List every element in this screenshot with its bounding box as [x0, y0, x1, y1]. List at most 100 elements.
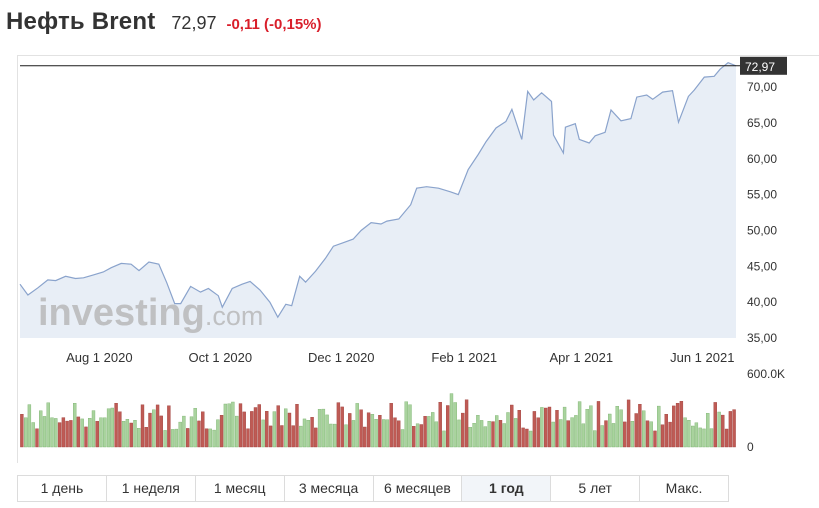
- volume-bar: [589, 405, 593, 448]
- volume-bar: [664, 414, 668, 448]
- volume-bar: [121, 421, 126, 448]
- volume-bar: [114, 403, 118, 448]
- volume-bar: [574, 415, 578, 448]
- volume-bar: [351, 420, 356, 448]
- volume-bar: [479, 420, 484, 448]
- volume-bar: [299, 425, 303, 448]
- volume-bar: [513, 418, 518, 448]
- volume-bar: [231, 401, 235, 448]
- volume-bar: [472, 423, 476, 448]
- volume-bar: [431, 412, 435, 448]
- volume-bar: [103, 417, 107, 448]
- volume-bar: [698, 427, 702, 448]
- volume-bar: [419, 424, 424, 448]
- volume-bar: [159, 415, 163, 448]
- volume-bar: [178, 421, 182, 448]
- volume-bar: [638, 404, 642, 448]
- y-tick-label: 60,00: [747, 152, 777, 166]
- volume-bar: [57, 422, 62, 448]
- volume-bar: [382, 419, 386, 448]
- volume-bar: [706, 413, 710, 448]
- volume-bar: [129, 422, 133, 448]
- last-price-label: 72,97: [745, 60, 775, 74]
- volume-bar: [148, 412, 152, 448]
- volume-bar: [359, 409, 363, 448]
- volume-bar: [521, 427, 525, 448]
- volume-bar: [555, 410, 559, 448]
- volume-bar: [657, 405, 661, 448]
- volume-bar: [234, 415, 239, 448]
- y-tick-label: 50,00: [747, 223, 777, 237]
- volume-bar: [291, 425, 295, 448]
- volume-bar: [728, 411, 733, 448]
- volume-bar: [691, 425, 695, 448]
- volume-bar: [287, 412, 292, 448]
- volume-bar: [423, 416, 427, 448]
- y-tick-label: 55,00: [747, 188, 777, 202]
- price-chart[interactable]: investing.com 72,97 70,00 65,00 60,00 55,00 50…: [18, 56, 819, 463]
- volume-bar: [363, 426, 367, 448]
- volume-bar: [344, 424, 348, 448]
- volume-bar: [50, 417, 54, 448]
- chart-container[interactable]: investing.com 72,97 70,00 65,00 60,00 55,00 50…: [17, 55, 819, 463]
- volume-bar: [476, 415, 480, 448]
- x-tick-label: Aug 1 2020: [66, 350, 133, 365]
- volume-bar: [110, 407, 114, 448]
- x-tick-label: Apr 1 2021: [549, 350, 613, 365]
- volume-bar: [449, 393, 454, 448]
- last-price-tag: [740, 56, 787, 75]
- volume-axis-max: 600.0K: [747, 367, 785, 381]
- volume-bar: [348, 413, 352, 448]
- volume-bar: [412, 426, 416, 448]
- volume-bar: [265, 411, 269, 448]
- volume-bar: [42, 416, 47, 448]
- y-tick-label: 40,00: [747, 295, 777, 309]
- tab-3-months[interactable]: 3 месяца: [285, 476, 374, 501]
- volume-bar: [453, 402, 457, 448]
- tab-5-years[interactable]: 5 лет: [551, 476, 641, 501]
- volume-bar: [562, 406, 567, 448]
- volume-bar: [593, 430, 597, 448]
- volume-bar: [581, 423, 586, 448]
- volume-bar: [672, 405, 676, 448]
- timeframe-tabs: 1 день 1 неделя 1 месяц 3 месяца 6 месяц…: [17, 475, 729, 502]
- volume-bar: [167, 405, 171, 448]
- volume-bar: [35, 428, 39, 448]
- tab-6-months[interactable]: 6 месяцев: [374, 476, 463, 501]
- tab-max[interactable]: Макс.: [665, 480, 703, 496]
- tab-1-week[interactable]: 1 неделя: [107, 476, 196, 501]
- volume-bar: [227, 403, 231, 448]
- tab-1-year[interactable]: 1 год: [462, 476, 552, 501]
- volume-bar: [732, 409, 736, 448]
- price-change: -0,11 (-0,15%): [226, 16, 322, 33]
- volume-bar: [675, 403, 680, 448]
- volume-bar: [495, 415, 499, 448]
- volume-bar: [540, 407, 544, 448]
- volume-bar: [242, 411, 246, 448]
- volume-bar: [645, 420, 650, 448]
- volume-bar: [212, 429, 216, 448]
- volume-bar: [668, 421, 672, 448]
- volume-bar: [46, 402, 50, 448]
- volume-bar: [525, 428, 529, 448]
- volume-bar: [193, 408, 197, 448]
- volume-bar: [340, 406, 344, 448]
- volume-bar: [61, 417, 66, 448]
- volume-bar: [314, 427, 318, 448]
- tab-1-day[interactable]: 1 день: [18, 476, 107, 501]
- volume-bar: [333, 423, 337, 448]
- volume-bar: [434, 421, 439, 448]
- last-price: 72,97: [171, 13, 217, 33]
- volume-bar: [626, 399, 631, 448]
- volume-bar: [208, 428, 212, 448]
- volume-bar: [174, 428, 179, 448]
- x-tick-label: Oct 1 2020: [189, 350, 253, 365]
- volume-bar: [713, 402, 717, 448]
- tab-1-month[interactable]: 1 месяц: [196, 476, 285, 501]
- volume-bar: [491, 421, 495, 448]
- volume-bar: [91, 410, 96, 448]
- volume-bar: [408, 404, 412, 448]
- volume-bar: [547, 406, 552, 448]
- volume-bar: [427, 416, 431, 448]
- volume-bar: [261, 419, 265, 448]
